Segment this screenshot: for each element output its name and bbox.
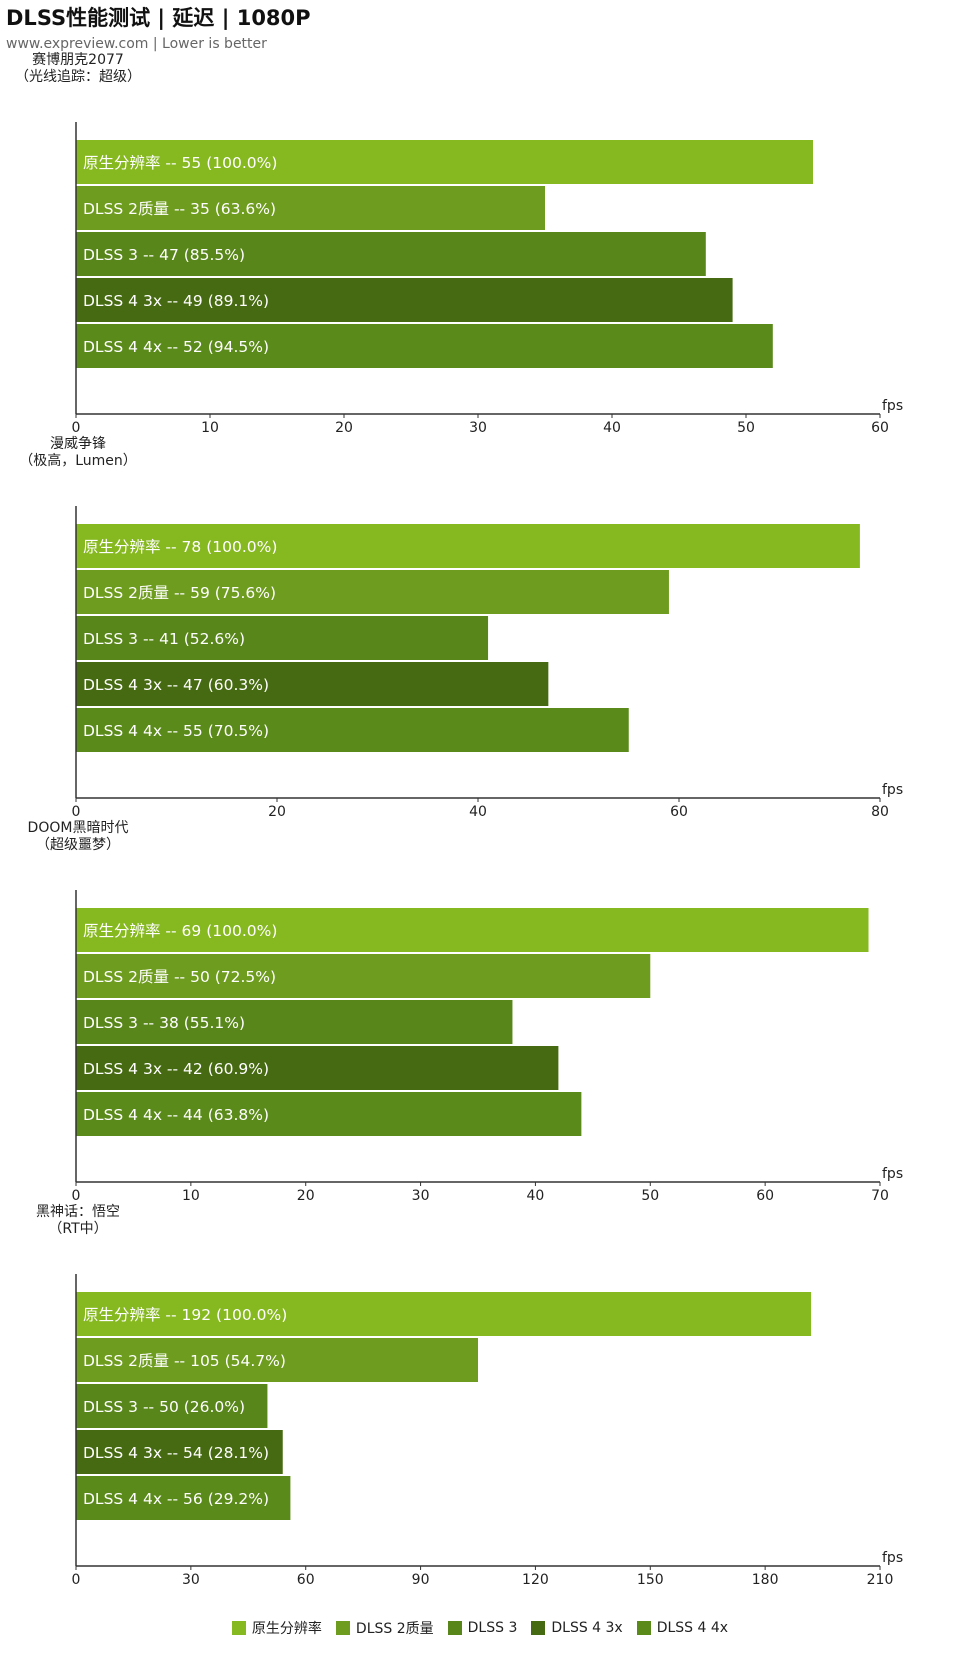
x-axis-label: fps [882, 1550, 903, 1566]
legend-label: DLSS 4 4x [656, 1620, 729, 1636]
bar [76, 232, 706, 276]
x-tick-label: 80 [871, 804, 889, 820]
x-tick-label: 180 [752, 1572, 779, 1588]
bar-label: DLSS 3 -- 50 (26.0%) [83, 1398, 245, 1416]
panel-game-label: DOOM黑暗时代 [28, 820, 129, 836]
panel-game-label: 赛博朋克2077 [32, 51, 124, 68]
bar [76, 1092, 582, 1136]
bar [76, 954, 651, 998]
legend-item: DLSS 2质量 [335, 1618, 434, 1638]
x-tick-label: 50 [641, 1188, 659, 1204]
legend-item: DLSS 4 4x [636, 1618, 729, 1638]
x-tick-label: 30 [469, 420, 487, 436]
bar [76, 324, 773, 368]
legend-swatch [531, 1621, 546, 1635]
x-tick-label: 150 [637, 1572, 664, 1588]
bar [76, 278, 733, 322]
x-tick-label: 20 [297, 1188, 315, 1204]
x-tick-label: 210 [867, 1572, 894, 1588]
bar-label: DLSS 4 3x -- 49 (89.1%) [83, 292, 269, 310]
x-tick-label: 120 [522, 1572, 549, 1588]
legend-item: 原生分辨率 [231, 1618, 322, 1638]
bar [76, 1384, 268, 1428]
x-tick-label: 10 [182, 1188, 200, 1204]
legend-swatch [636, 1621, 651, 1635]
x-tick-label: 10 [201, 420, 219, 436]
bar [76, 1046, 559, 1090]
x-tick-label: 20 [335, 420, 353, 436]
bar-label: 原生分辨率 -- 55 (100.0%) [83, 154, 277, 172]
bar-label: DLSS 2质量 -- 105 (54.7%) [83, 1352, 286, 1370]
legend-item: DLSS 3 [447, 1618, 518, 1638]
x-tick-label: 20 [268, 804, 286, 820]
bar [76, 908, 869, 952]
x-tick-label: 0 [72, 1572, 81, 1588]
bar [76, 140, 813, 184]
panel-settings-label: （RT中） [48, 1221, 107, 1237]
x-tick-label: 60 [871, 420, 889, 436]
x-tick-label: 70 [871, 1188, 889, 1204]
bar [76, 1476, 291, 1520]
x-tick-label: 40 [527, 1188, 545, 1204]
bar-label: 原生分辨率 -- 192 (100.0%) [83, 1306, 287, 1324]
bar-label: DLSS 3 -- 41 (52.6%) [83, 630, 245, 648]
bar [76, 708, 629, 752]
x-tick-label: 30 [182, 1572, 200, 1588]
x-tick-label: 40 [469, 804, 487, 820]
bar-label: DLSS 4 4x -- 52 (94.5%) [83, 338, 269, 356]
legend-swatch [447, 1621, 462, 1635]
legend-label: DLSS 3 [467, 1620, 518, 1636]
bar-label: DLSS 4 3x -- 42 (60.9%) [83, 1060, 269, 1078]
bar [76, 570, 669, 614]
legend-label: DLSS 2质量 [355, 1621, 434, 1637]
legend-swatch [231, 1621, 246, 1635]
bar-label: DLSS 4 4x -- 56 (29.2%) [83, 1490, 269, 1508]
x-tick-label: 0 [72, 1188, 81, 1204]
x-tick-label: 0 [72, 420, 81, 436]
bar [76, 616, 489, 660]
panel-settings-label: （超级噩梦） [36, 837, 120, 853]
x-axis-label: fps [882, 398, 903, 414]
bar-label: 原生分辨率 -- 69 (100.0%) [83, 922, 277, 940]
x-axis-label: fps [882, 1166, 903, 1182]
panel-game-label: 漫威争锋 [50, 436, 106, 452]
bar-label: DLSS 2质量 -- 50 (72.5%) [83, 968, 276, 986]
bar-label: DLSS 2质量 -- 59 (75.6%) [83, 584, 276, 602]
bar [76, 1292, 812, 1336]
x-tick-label: 60 [756, 1188, 774, 1204]
bar [76, 662, 549, 706]
x-tick-label: 0 [72, 804, 81, 820]
legend-item: DLSS 4 3x [531, 1618, 623, 1638]
bar-label: DLSS 2质量 -- 35 (63.6%) [83, 200, 276, 218]
x-tick-label: 40 [603, 420, 621, 436]
bar-label: DLSS 3 -- 47 (85.5%) [83, 246, 245, 264]
chart-title: DLSS性能测试 | 延迟 | 1080P [6, 6, 311, 30]
bar-label: DLSS 4 4x -- 44 (63.8%) [83, 1106, 269, 1124]
x-axis-label: fps [882, 782, 903, 798]
legend-swatch [335, 1621, 350, 1635]
bar [76, 1000, 513, 1044]
legend-label: 原生分辨率 [251, 1621, 322, 1637]
bar [76, 186, 545, 230]
bar [76, 524, 860, 568]
x-tick-label: 90 [412, 1572, 430, 1588]
bar-label: DLSS 4 4x -- 55 (70.5%) [83, 722, 269, 740]
legend: 原生分辨率 DLSS 2质量 DLSS 3 DLSS 4 3x DLSS 4 4… [0, 1618, 960, 1638]
bar-label: DLSS 4 3x -- 54 (28.1%) [83, 1444, 269, 1462]
x-tick-label: 60 [670, 804, 688, 820]
panel-settings-label: （光线追踪：超级） [15, 69, 141, 85]
x-tick-label: 50 [737, 420, 755, 436]
panel-game-label: 黑神话：悟空 [36, 1204, 120, 1220]
bar-label: DLSS 4 3x -- 47 (60.3%) [83, 676, 269, 694]
panel-settings-label: （极高，Lumen） [19, 452, 137, 469]
x-tick-label: 60 [297, 1572, 315, 1588]
bar-label: 原生分辨率 -- 78 (100.0%) [83, 538, 277, 556]
legend-label: DLSS 4 3x [551, 1620, 623, 1636]
bar-label: DLSS 3 -- 38 (55.1%) [83, 1014, 245, 1032]
bar [76, 1338, 478, 1382]
chart-subtitle: www.expreview.com | Lower is better [6, 36, 267, 52]
x-tick-label: 30 [412, 1188, 430, 1204]
bar [76, 1430, 283, 1474]
